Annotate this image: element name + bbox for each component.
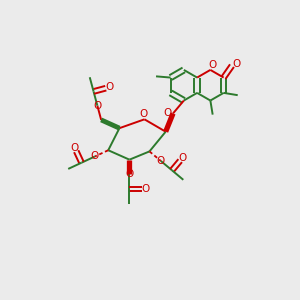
Text: O: O xyxy=(142,184,150,194)
Text: O: O xyxy=(93,101,101,111)
Text: O: O xyxy=(157,156,165,166)
Text: O: O xyxy=(164,108,172,118)
Text: O: O xyxy=(105,82,113,92)
Text: O: O xyxy=(125,169,134,179)
Text: O: O xyxy=(208,60,217,70)
Text: O: O xyxy=(70,143,79,153)
Text: O: O xyxy=(140,109,148,119)
Text: O: O xyxy=(232,59,241,69)
Text: O: O xyxy=(178,153,187,163)
Text: O: O xyxy=(91,152,99,161)
